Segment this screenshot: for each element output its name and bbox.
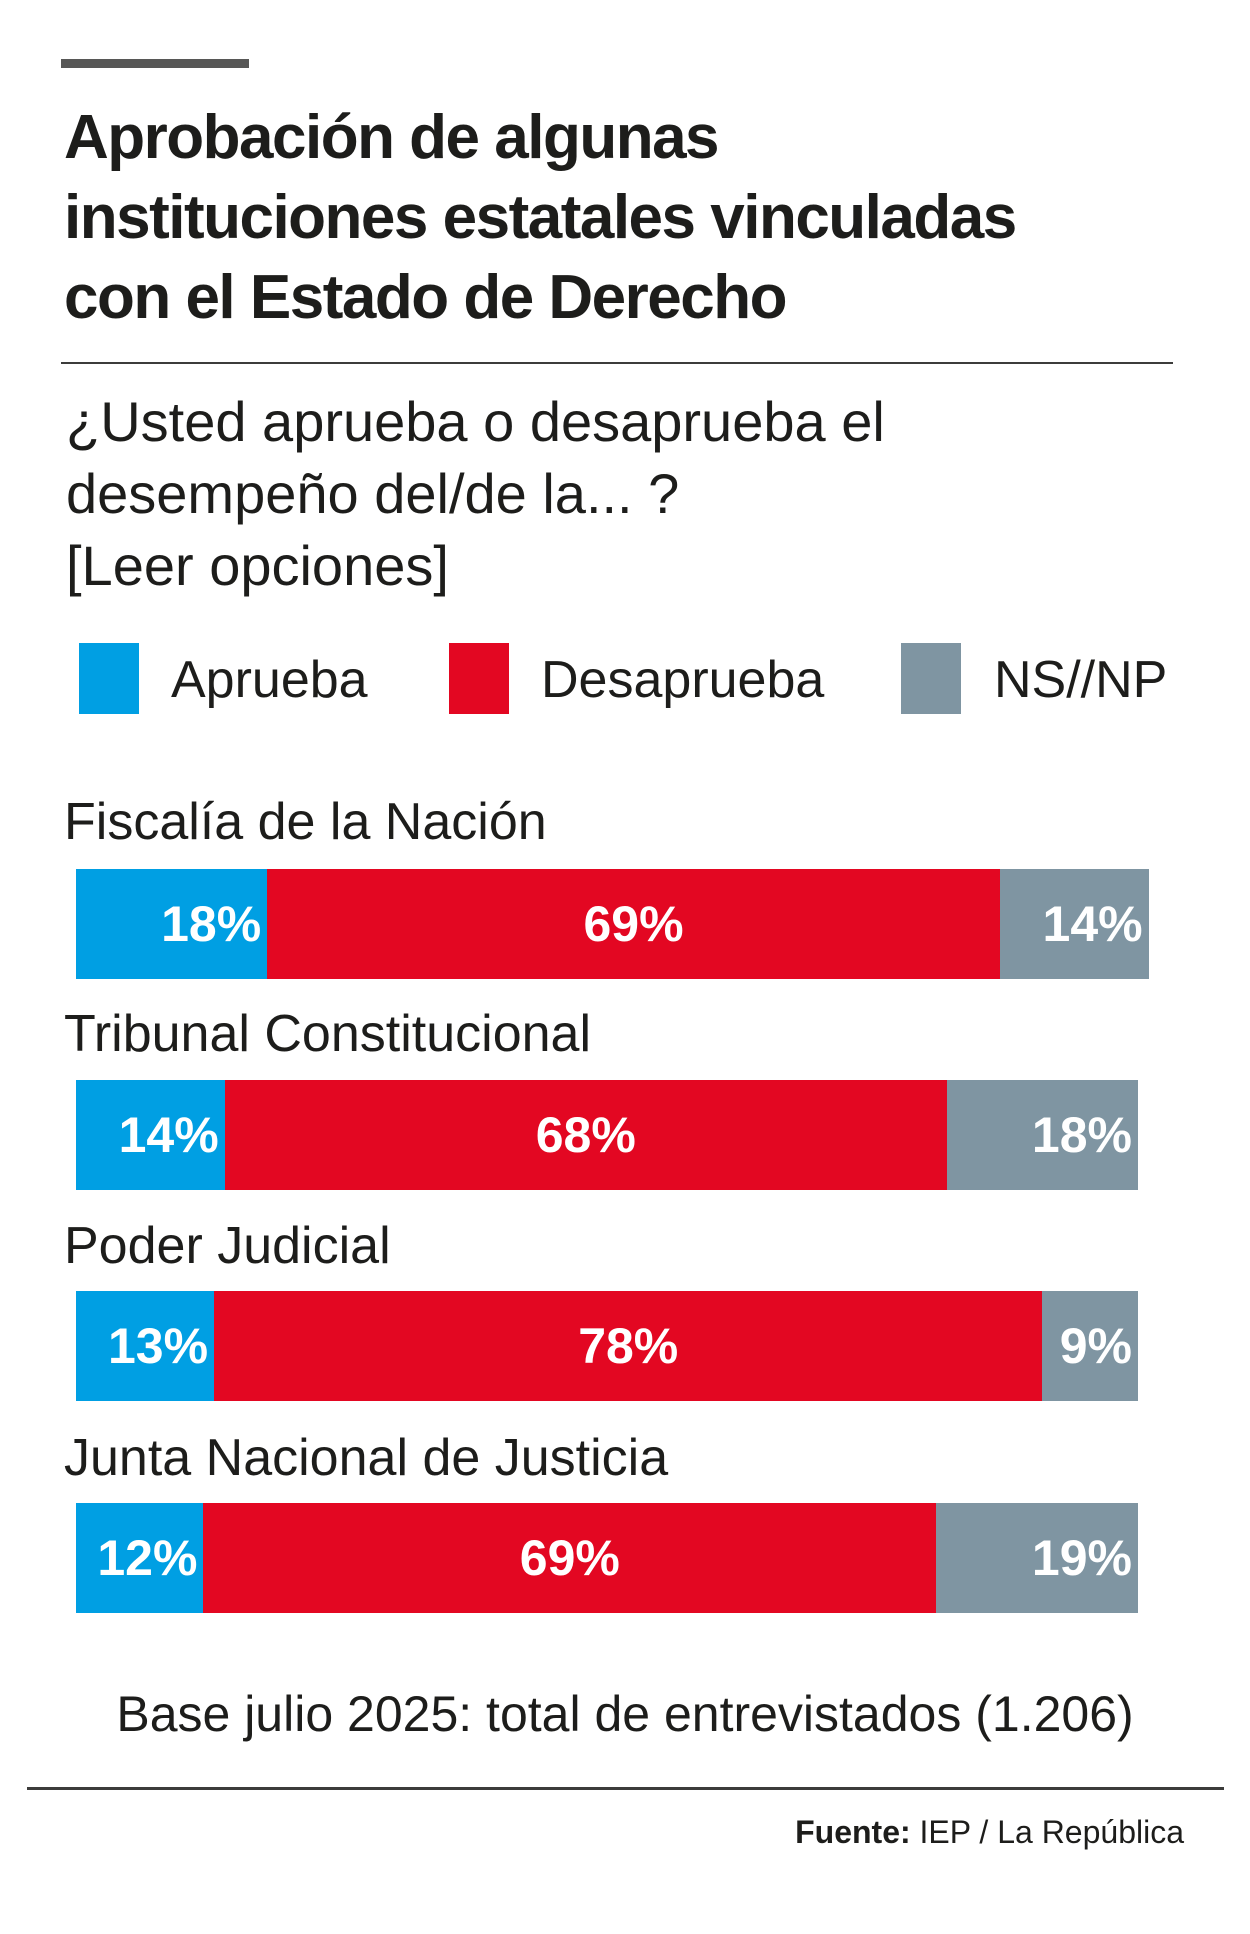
- bar-segment-aprueba: 13%: [76, 1291, 215, 1401]
- bar-segment-nsnp: 9%: [1042, 1291, 1138, 1401]
- category-label: Fiscalía de la Nación: [64, 793, 547, 851]
- bar-segment-desaprueba: 78%: [214, 1291, 1043, 1401]
- question-line: [Leer opciones]: [66, 534, 449, 597]
- chart-title: Aprobación de algunas instituciones esta…: [64, 98, 1224, 338]
- data-label: 68%: [535, 1107, 636, 1163]
- data-label: 12%: [97, 1530, 198, 1586]
- title-line: con el Estado de Derecho: [64, 263, 788, 332]
- divider: [61, 362, 1173, 364]
- bar-row: 14% 68% 18%: [76, 1080, 1138, 1190]
- data-label: 14%: [1042, 896, 1143, 952]
- title-line: Aprobación de algunas: [64, 103, 720, 172]
- legend-swatch-aprueba: [79, 643, 139, 714]
- question-line: desempeño del/de la... ?: [66, 462, 680, 525]
- data-label: 9%: [1059, 1318, 1132, 1374]
- data-label: 14%: [118, 1107, 219, 1163]
- legend-swatch-nsnp: [901, 643, 961, 714]
- divider: [27, 1787, 1224, 1790]
- bar-row: 12% 69% 19%: [76, 1503, 1138, 1613]
- bar-segment-aprueba: 18%: [76, 869, 268, 979]
- bar-segment-nsnp: 19%: [936, 1503, 1138, 1613]
- title-line: instituciones estatales vinculadas: [64, 183, 1017, 252]
- survey-question: ¿Usted aprueba o desaprueba el desempeño…: [66, 386, 1166, 602]
- bar-segment-nsnp: 14%: [999, 869, 1149, 979]
- legend-label-desaprueba: Desaprueba: [541, 651, 825, 709]
- data-label: 19%: [1031, 1530, 1132, 1586]
- bar-segment-aprueba: 12%: [76, 1503, 204, 1613]
- bar-segment-desaprueba: 69%: [203, 1503, 937, 1613]
- bar-segment-desaprueba: 69%: [267, 869, 1000, 979]
- top-accent-rule: [61, 59, 249, 68]
- source-label: Fuente:: [795, 1814, 911, 1850]
- bar-segment-nsnp: 18%: [946, 1080, 1138, 1190]
- category-label: Tribunal Constitucional: [64, 1005, 592, 1063]
- legend-label-nsnp: NS//NP: [994, 651, 1168, 709]
- data-label: 69%: [519, 1530, 620, 1586]
- legend-swatch-desaprueba: [449, 643, 509, 714]
- question-line: ¿Usted aprueba o desaprueba el: [66, 390, 885, 453]
- source-value: IEP / La República: [919, 1814, 1184, 1850]
- data-label: 69%: [583, 896, 684, 952]
- bar-segment-aprueba: 14%: [76, 1080, 225, 1190]
- sample-base-note: Base julio 2025: total de entrevistados …: [116, 1686, 1134, 1742]
- data-label: 18%: [1031, 1107, 1132, 1163]
- category-label: Poder Judicial: [64, 1217, 391, 1275]
- category-label: Junta Nacional de Justicia: [64, 1429, 669, 1487]
- data-label: 78%: [578, 1318, 679, 1374]
- data-label: 13%: [107, 1318, 209, 1374]
- bar-segment-desaprueba: 68%: [224, 1080, 947, 1190]
- source-credit: Fuente: IEP / La República: [795, 1812, 1184, 1852]
- legend-label-aprueba: Aprueba: [171, 651, 368, 709]
- bar-row: 18% 69% 14%: [76, 869, 1149, 979]
- bar-row: 13% 78% 9%: [76, 1291, 1138, 1401]
- data-label: 18%: [161, 896, 262, 952]
